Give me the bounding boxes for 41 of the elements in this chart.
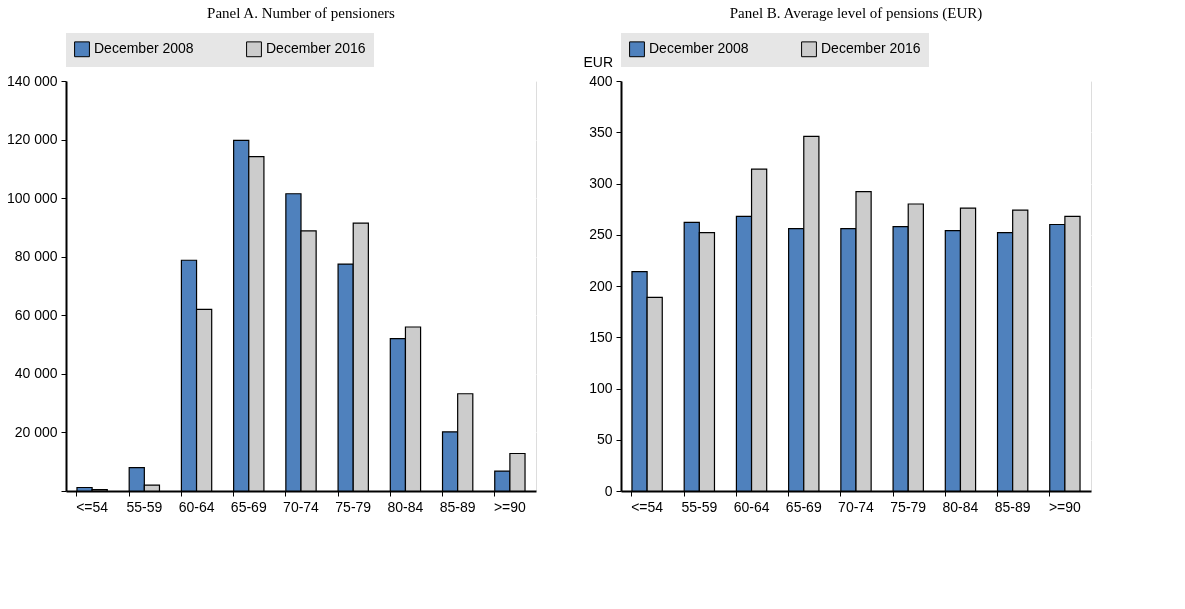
y-tick-label: 40 000 bbox=[14, 365, 58, 382]
x-tick-label: >=90 bbox=[493, 498, 527, 515]
x-tick-label: <=54 bbox=[76, 498, 109, 515]
y-tick-label: 60 000 bbox=[14, 306, 58, 323]
y-tick-label: 250 bbox=[589, 226, 613, 243]
legend-label: December 2008 bbox=[649, 40, 749, 57]
y-tick-label: 400 bbox=[589, 72, 613, 89]
x-tick-label: 85-89 bbox=[994, 498, 1031, 515]
y-axis-title: EUR bbox=[583, 53, 614, 70]
y-tick-label: 0 bbox=[604, 482, 613, 499]
x-tick-label: 70-74 bbox=[283, 498, 320, 515]
y-tick-label: 200 bbox=[589, 277, 613, 294]
x-tick-label: 80-84 bbox=[387, 498, 424, 515]
x-tick-label: <=54 bbox=[631, 498, 664, 515]
y-tick-label: 20 000 bbox=[14, 423, 58, 440]
legend-label: December 2008 bbox=[94, 40, 194, 57]
y-tick-label: 120 000 bbox=[6, 131, 58, 148]
y-tick-label: 100 bbox=[589, 380, 613, 396]
y-tick-label: 140 000 bbox=[6, 72, 58, 89]
x-tick-label: 55-59 bbox=[681, 498, 718, 515]
y-tick-label: 150 bbox=[589, 328, 613, 345]
legend-label: December 2016 bbox=[266, 40, 366, 57]
x-tick-label: 60-64 bbox=[178, 498, 215, 515]
x-tick-label: 85-89 bbox=[439, 498, 476, 515]
x-tick-label: 75-79 bbox=[890, 498, 927, 515]
y-tick-label: 350 bbox=[589, 123, 613, 140]
x-tick-label: 60-64 bbox=[733, 498, 770, 515]
chart-title: Panel A. Number of pensioners bbox=[207, 5, 396, 21]
y-tick-label: 300 bbox=[589, 175, 613, 191]
y-tick-label: 50 bbox=[596, 431, 613, 448]
x-tick-label: 80-84 bbox=[942, 498, 979, 515]
legend-label: December 2016 bbox=[821, 40, 921, 57]
x-tick-label: 65-69 bbox=[785, 498, 822, 515]
chart-title: Panel B. Average level of pensions (EUR) bbox=[729, 5, 983, 22]
y-tick-label: 80 000 bbox=[14, 248, 58, 265]
y-tick-label: 100 000 bbox=[6, 189, 58, 206]
x-tick-label: >=90 bbox=[1048, 498, 1082, 515]
x-tick-label: 55-59 bbox=[126, 498, 163, 515]
x-tick-label: 70-74 bbox=[838, 498, 875, 515]
x-tick-label: 65-69 bbox=[230, 498, 267, 515]
x-tick-label: 75-79 bbox=[335, 498, 372, 515]
